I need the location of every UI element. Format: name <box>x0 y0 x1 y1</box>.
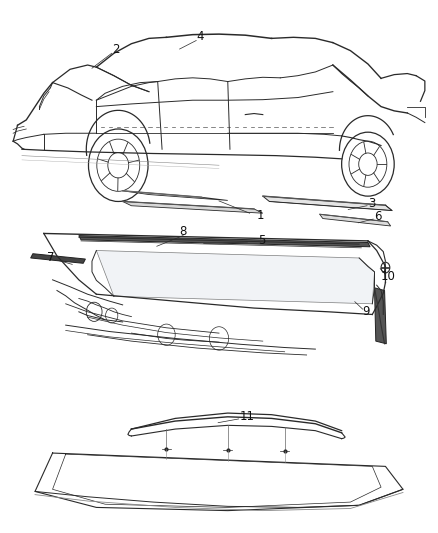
Text: 3: 3 <box>368 197 375 210</box>
Polygon shape <box>263 196 392 211</box>
Polygon shape <box>123 191 228 200</box>
Text: 2: 2 <box>112 43 120 55</box>
Polygon shape <box>79 236 370 247</box>
Text: 4: 4 <box>197 30 205 43</box>
Text: 10: 10 <box>381 270 396 282</box>
Polygon shape <box>31 254 85 263</box>
Polygon shape <box>123 201 263 213</box>
Polygon shape <box>96 251 374 304</box>
Text: 1: 1 <box>257 209 265 222</box>
Polygon shape <box>320 214 391 226</box>
Text: 8: 8 <box>180 225 187 238</box>
Text: 9: 9 <box>362 305 370 318</box>
Text: 7: 7 <box>46 251 54 264</box>
Text: 6: 6 <box>374 211 381 223</box>
Polygon shape <box>374 288 386 344</box>
Text: 11: 11 <box>240 410 255 423</box>
Text: 5: 5 <box>258 235 265 247</box>
